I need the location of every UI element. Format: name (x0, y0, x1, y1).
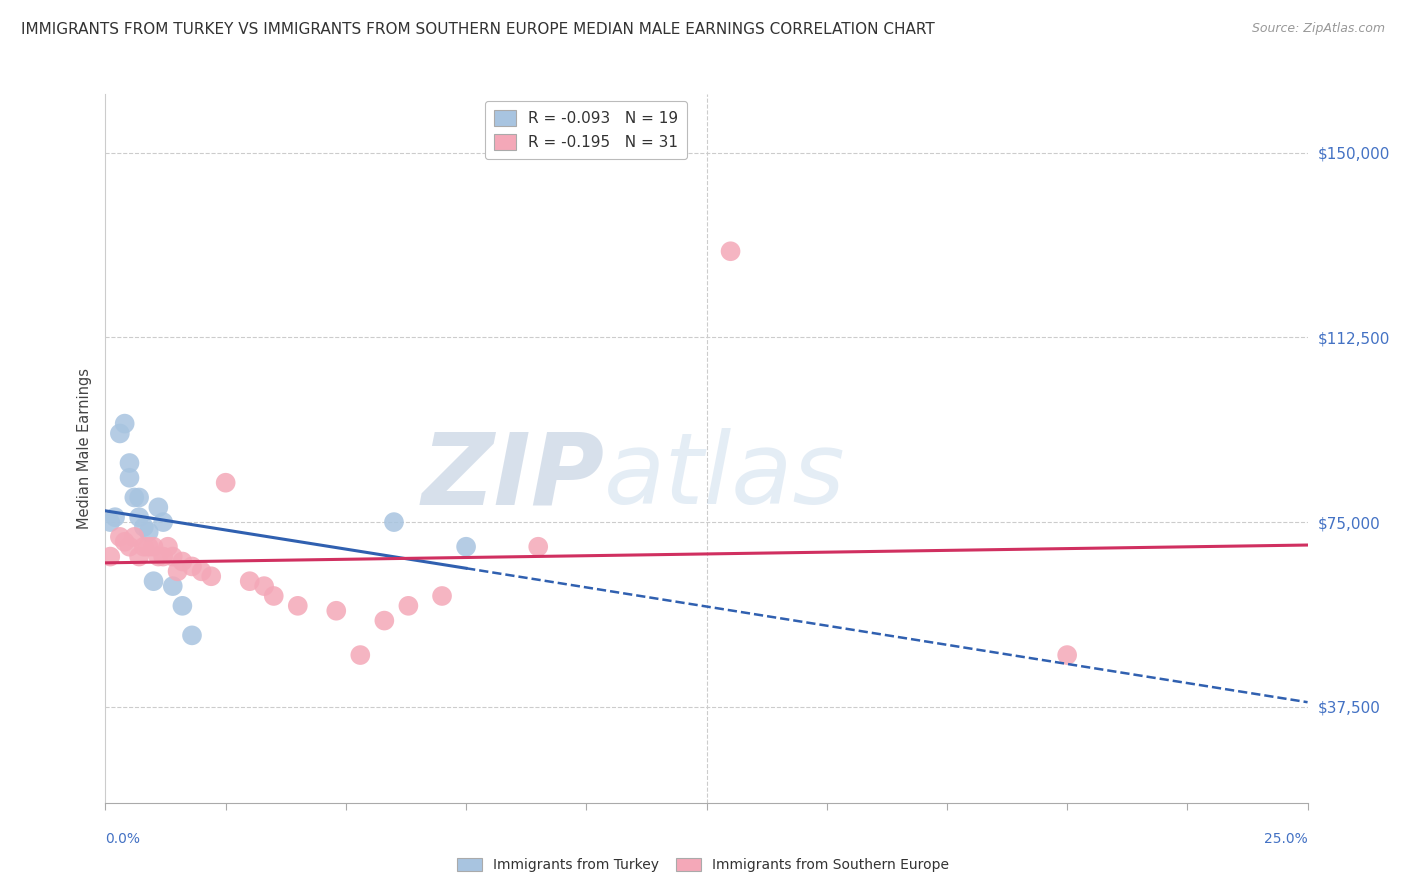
Text: Source: ZipAtlas.com: Source: ZipAtlas.com (1251, 22, 1385, 36)
Point (263, 589, 285, 603)
Text: atlas: atlas (605, 428, 846, 525)
Point (108, 530, 131, 544)
Point (181, 628, 204, 642)
Point (325, 604, 347, 618)
Point (132, 520, 155, 534)
Point (527, 540, 550, 554)
Text: 25.0%: 25.0% (1264, 832, 1308, 846)
Legend: R = -0.093   N = 19, R = -0.195   N = 31: R = -0.093 N = 19, R = -0.195 N = 31 (485, 102, 688, 160)
Legend: Immigrants from Turkey, Immigrants from Southern Europe: Immigrants from Turkey, Immigrants from … (451, 853, 955, 878)
Point (454, 540, 477, 554)
Point (118, 540, 141, 554)
Point (253, 579, 276, 593)
Y-axis label: Median Male Earnings: Median Male Earnings (76, 368, 91, 529)
Point (287, 599, 309, 613)
Point (128, 549, 150, 564)
Point (132, 540, 155, 554)
Point (349, 648, 371, 662)
Point (108, 426, 131, 441)
Point (98, 515, 121, 529)
Point (373, 614, 395, 628)
Point (396, 599, 419, 613)
Point (200, 569, 222, 583)
Point (148, 500, 170, 515)
Point (720, 244, 742, 259)
Text: IMMIGRANTS FROM TURKEY VS IMMIGRANTS FROM SOUTHERN EUROPE MEDIAN MALE EARNINGS C: IMMIGRANTS FROM TURKEY VS IMMIGRANTS FRO… (21, 22, 935, 37)
Point (118, 471, 141, 485)
Point (172, 599, 194, 613)
Point (98, 549, 121, 564)
Point (138, 540, 160, 554)
Point (142, 574, 165, 589)
Point (239, 574, 262, 589)
Point (114, 534, 136, 549)
Point (142, 540, 165, 554)
Point (430, 589, 453, 603)
Text: 0.0%: 0.0% (105, 832, 141, 846)
Point (138, 524, 160, 539)
Point (156, 540, 179, 554)
Point (181, 559, 204, 574)
Point (214, 475, 236, 490)
Point (190, 565, 212, 579)
Point (128, 491, 150, 505)
Point (118, 456, 141, 470)
Point (104, 510, 127, 524)
Text: ZIP: ZIP (422, 428, 605, 525)
Point (1056, 648, 1078, 662)
Point (148, 549, 170, 564)
Point (114, 417, 136, 431)
Point (124, 530, 146, 544)
Point (382, 515, 405, 529)
Point (172, 554, 194, 568)
Point (124, 491, 146, 505)
Point (162, 579, 184, 593)
Point (166, 565, 188, 579)
Point (162, 549, 184, 564)
Point (152, 515, 174, 529)
Point (152, 549, 174, 564)
Point (128, 510, 150, 524)
